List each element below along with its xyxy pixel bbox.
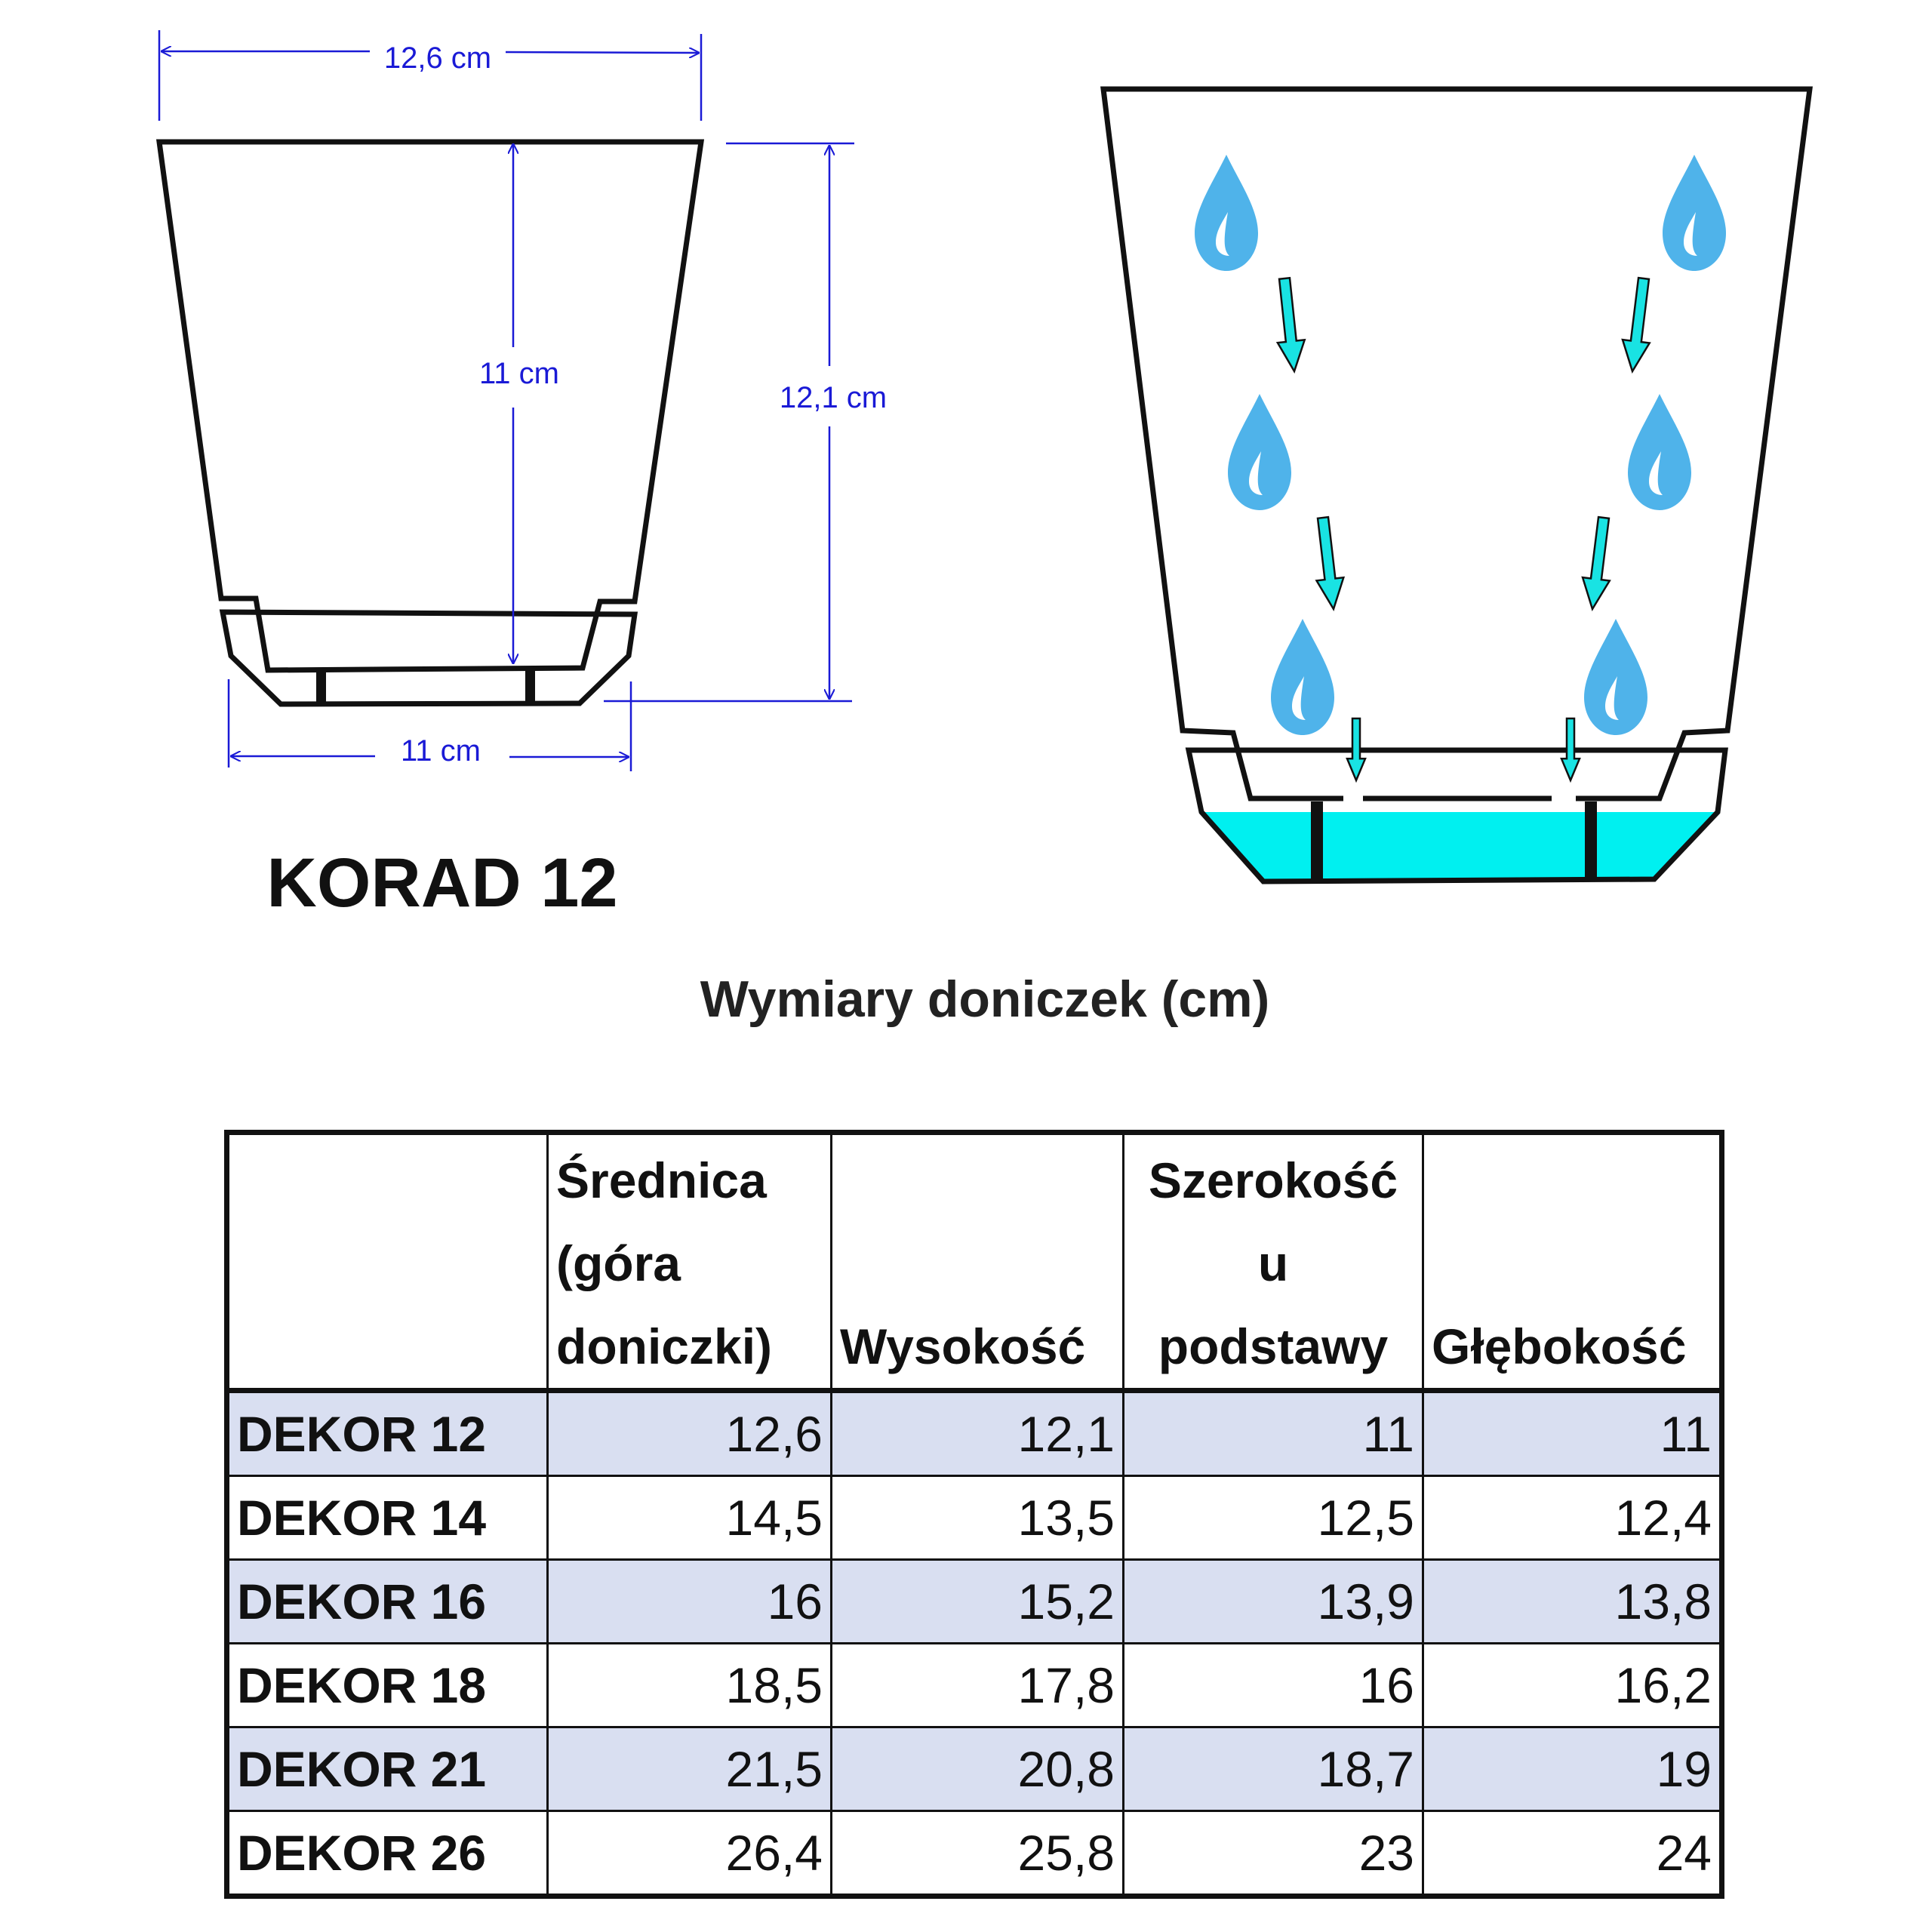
left-pot-foot [525,670,535,703]
right-pot-foot [1585,801,1597,881]
top-width-label: 12,6 cm [384,42,491,75]
down-arrow-icon [1560,717,1581,783]
water-drop-icon [1628,394,1691,510]
table-row: DEKOR 21 21,5 20,8 18,7 19 [226,1725,1723,1812]
model-name-cell: DEKOR 14 [226,1475,549,1561]
inner-depth-label: 11 cm [479,357,559,390]
base-width-label: 11 cm [401,734,481,768]
dimensions-table: Średnica (góra doniczki) Wysokość Szerokość u… [224,1130,1724,1899]
table-row: DEKOR 16 16 15,2 13,9 13,8 [226,1558,1723,1644]
value-cell: 23 [1122,1809,1424,1898]
value-cell: 17,8 [830,1641,1124,1728]
value-cell: 18,7 [1122,1725,1424,1812]
value-cell: 12,1 [830,1389,1124,1478]
value-cell: 12,5 [1122,1475,1424,1561]
down-arrow-icon [1621,276,1651,374]
value-cell: 16 [1122,1641,1424,1728]
down-arrow-icon [1581,515,1611,612]
column-header: Szerokość u podstawy [1122,1131,1424,1393]
header-line: doniczki) [556,1318,773,1374]
water-drop-icon [1663,155,1726,271]
model-label: KORAD 12 [266,844,618,921]
value-cell: 26,4 [546,1809,832,1898]
header-line: podstawy [1158,1318,1389,1374]
column-header: Głębokość [1422,1131,1723,1393]
down-arrow-icon [1275,276,1306,374]
down-arrow-icon [1346,717,1367,783]
value-cell: 25,8 [830,1809,1124,1898]
column-header: Średnica (góra doniczki) [546,1131,832,1393]
water-drop-icon [1195,155,1258,271]
left-pot-foot [316,670,326,703]
value-cell: 21,5 [546,1725,832,1812]
value-cell: 15,2 [830,1558,1124,1644]
value-cell: 18,5 [546,1641,832,1728]
value-cell: 11 [1422,1389,1723,1478]
header-line: Szerokość [1148,1152,1398,1208]
column-header [226,1131,549,1393]
column-header: Wysokość [830,1131,1124,1393]
water-reservoir [1201,812,1718,881]
total-height-label: 12,1 cm [780,381,887,414]
table-row: DEKOR 18 18,5 17,8 16 16,2 [226,1641,1723,1728]
model-name-cell: DEKOR 21 [226,1725,549,1812]
value-cell: 24 [1422,1809,1723,1898]
model-name-cell: DEKOR 16 [226,1558,549,1644]
value-cell: 14,5 [546,1475,832,1561]
header-line: (góra [556,1235,681,1291]
value-cell: 20,8 [830,1725,1124,1812]
model-name-cell: DEKOR 18 [226,1641,549,1728]
value-cell: 11 [1122,1389,1424,1478]
value-cell: 13,9 [1122,1558,1424,1644]
value-cell: 16 [546,1558,832,1644]
table-row: DEKOR 12 12,6 12,1 11 11 [226,1389,1723,1478]
right-pot-outline [1100,86,1813,884]
water-drop-icon [1584,619,1647,735]
pot-diagrams: 12,6 cm 11 cm 12,1 cm 11 cm [155,30,1813,884]
header-line: Średnica [556,1152,767,1208]
down-arrow-icon [1315,515,1346,612]
model-name-cell: DEKOR 26 [226,1809,549,1898]
model-name-cell: DEKOR 12 [226,1389,549,1478]
table-row: DEKOR 14 14,5 13,5 12,5 12,4 [226,1475,1723,1561]
value-cell: 16,2 [1422,1641,1723,1728]
header-line: u [1257,1235,1289,1291]
water-drop-icon [1271,619,1334,735]
water-drop-icon [1228,394,1291,510]
left-pot-outline [155,139,705,707]
value-cell: 13,5 [830,1475,1124,1561]
table-row: DEKOR 26 26,4 25,8 23 24 [226,1809,1723,1898]
right-pot-foot [1311,801,1323,881]
header-line: Głębokość [1432,1318,1687,1374]
value-cell: 19 [1422,1725,1723,1812]
header-line: Wysokość [840,1318,1086,1374]
value-cell: 13,8 [1422,1558,1723,1644]
dimension-lines [158,30,854,771]
value-cell: 12,6 [546,1389,832,1478]
table-title: Wymiary doniczek (cm) [700,971,1270,1028]
value-cell: 12,4 [1422,1475,1723,1561]
